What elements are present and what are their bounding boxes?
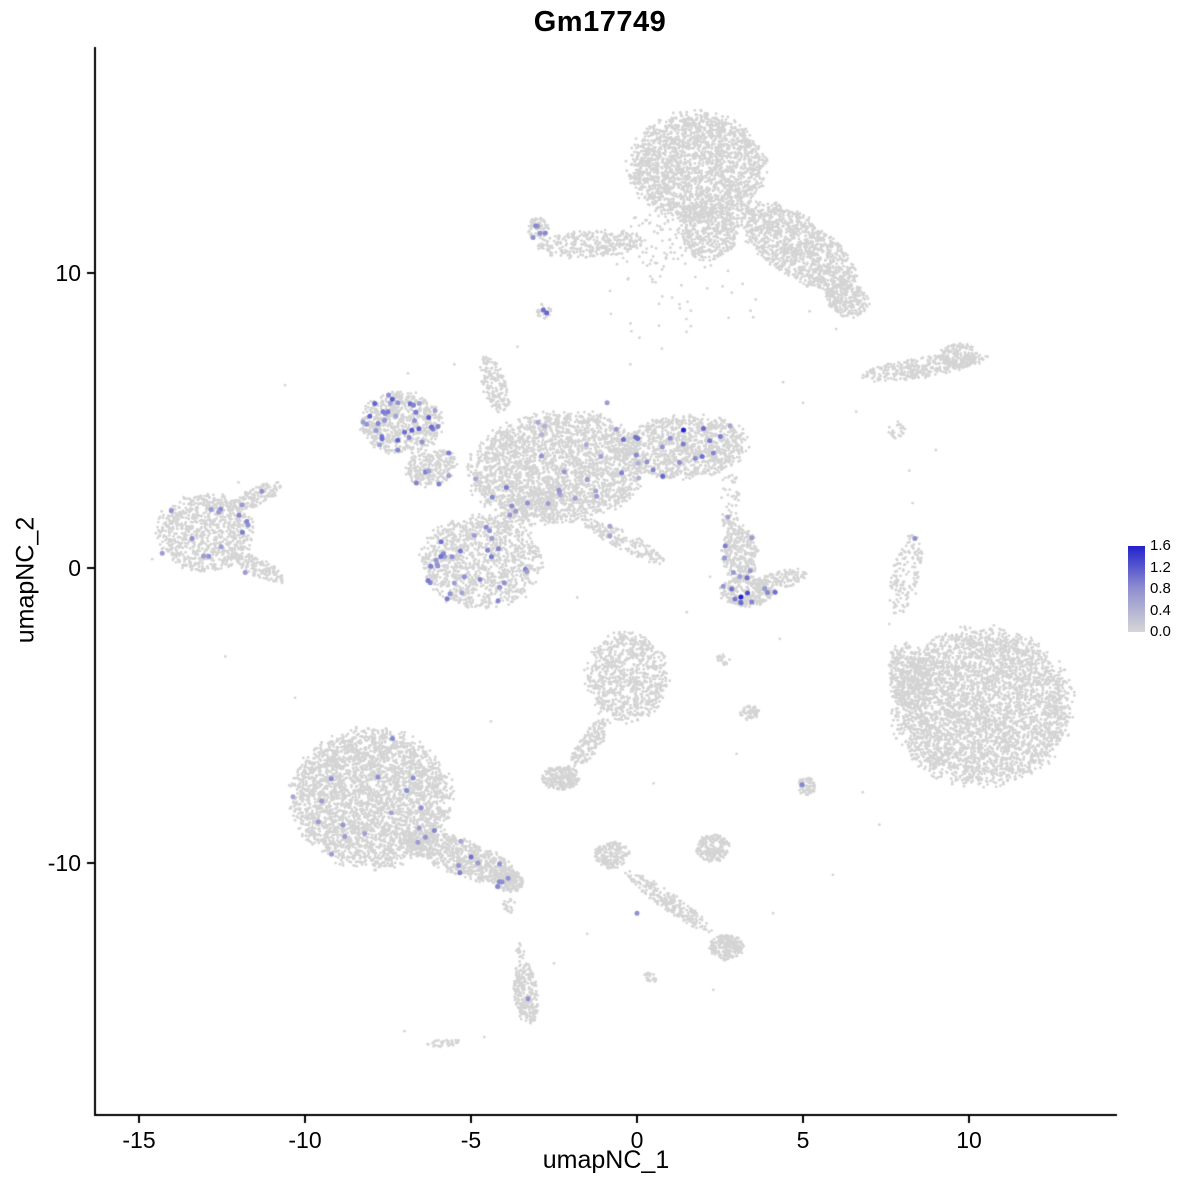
- colorbar-tick-label: 0.4: [1150, 601, 1171, 619]
- plot-title: Gm17749: [533, 6, 667, 38]
- colorbar-tick-label: 1.6: [1150, 537, 1171, 554]
- colorbar-tick-label: 0.0: [1150, 623, 1171, 640]
- colorbar-gradient: [1128, 546, 1145, 632]
- colorbar-tick-label: 0.8: [1150, 580, 1171, 597]
- x-axis-label: umapNC_1: [542, 1146, 670, 1174]
- colorbar-tick-labels: 1.6 1.2 0.8 0.4 0.0: [1150, 538, 1200, 640]
- colorbar-legend: 1.6 1.2 0.8 0.4 0.0: [1128, 538, 1200, 644]
- y-axis-label: umapNC_2: [11, 516, 40, 644]
- colorbar-tick-label: 1.2: [1150, 558, 1171, 576]
